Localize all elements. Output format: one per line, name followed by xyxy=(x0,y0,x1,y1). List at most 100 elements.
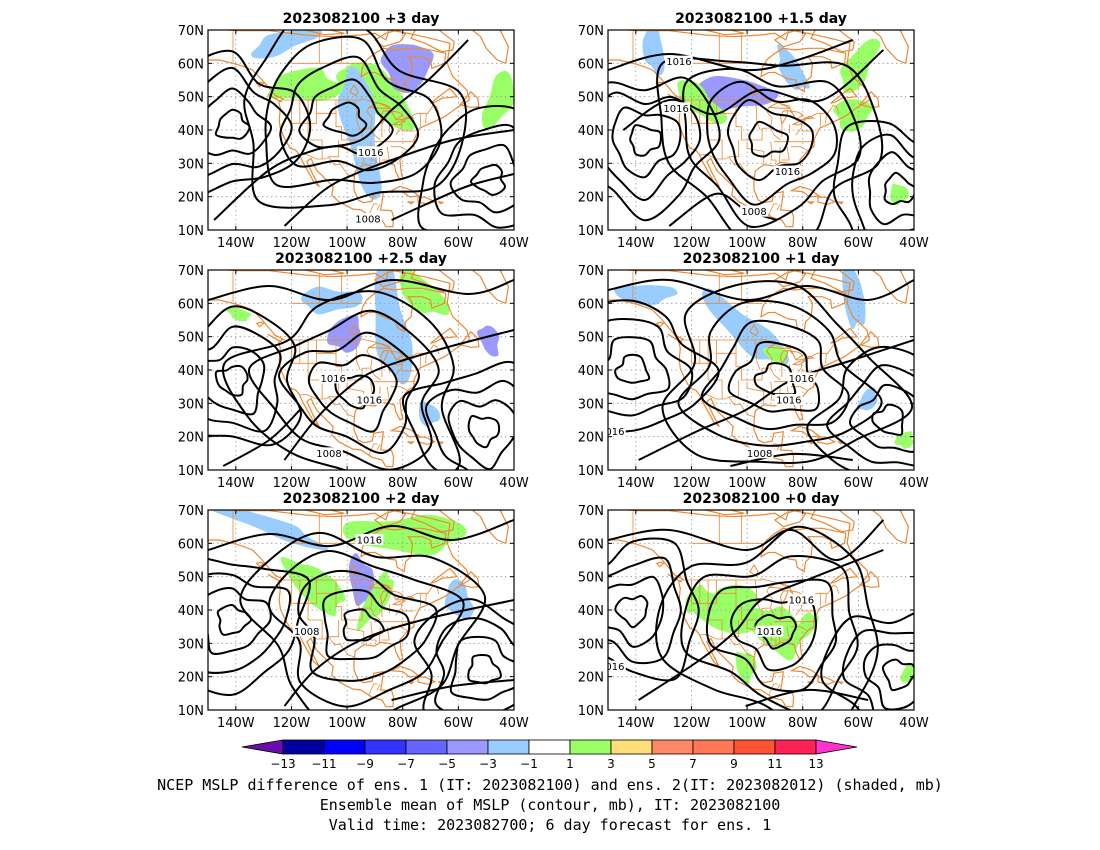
state-border xyxy=(768,203,778,216)
coastline xyxy=(471,510,510,545)
coastline xyxy=(305,270,345,276)
mslp-contour xyxy=(283,329,514,461)
state-border xyxy=(390,386,408,391)
colorbar-label: 11 xyxy=(767,757,782,771)
mslp-contour xyxy=(467,414,501,449)
coastline xyxy=(760,287,847,333)
lon-tick-label: 80W xyxy=(388,236,418,251)
coastline xyxy=(458,90,480,108)
mslp-contour xyxy=(433,123,514,229)
lon-tick-label: 60W xyxy=(844,236,874,251)
state-border xyxy=(754,579,761,611)
state-border xyxy=(819,593,822,607)
mslp-contour xyxy=(680,555,859,710)
lat-tick-label: 60N xyxy=(578,297,604,312)
lat-tick-label: 30N xyxy=(578,397,604,412)
lat-tick-label: 70N xyxy=(578,24,604,39)
coastline xyxy=(807,441,815,445)
lon-tick-label: 140W xyxy=(217,476,255,491)
lat-tick-label: 50N xyxy=(178,571,204,586)
mslp-contour xyxy=(608,336,671,401)
contour-label: 1016 xyxy=(320,374,345,385)
lake-outline xyxy=(803,115,815,120)
lon-tick-label: 40W xyxy=(899,716,929,731)
lon-tick-label: 120W xyxy=(273,236,311,251)
lat-tick-label: 60N xyxy=(178,537,204,552)
colorbar-label: −5 xyxy=(438,757,456,771)
contour-label-background xyxy=(665,55,693,67)
colorbar-swatch xyxy=(282,739,325,755)
colorbar-label: −9 xyxy=(356,757,374,771)
colorbar-label: −3 xyxy=(479,757,497,771)
mslp-contour xyxy=(883,171,914,206)
colorbar-arrow-low xyxy=(241,739,284,755)
lat-tick-label: 70N xyxy=(178,264,204,279)
panel-title: 2023082100 +0 day xyxy=(683,491,840,507)
lake-outline xyxy=(367,102,392,109)
mslp-contour xyxy=(401,360,514,470)
difference-shading xyxy=(342,514,467,556)
contour-label: 1016 xyxy=(757,627,782,638)
state-border xyxy=(354,579,361,611)
contour-label: 1016 xyxy=(357,536,382,547)
contour-label: 1008 xyxy=(747,449,772,460)
colorbar-swatch xyxy=(323,739,366,755)
state-border xyxy=(728,620,740,638)
state-border xyxy=(379,626,381,643)
mslp-contour xyxy=(208,305,302,447)
state-border xyxy=(825,353,827,364)
lat-tick-label: 20N xyxy=(578,431,604,446)
contour-label-background xyxy=(319,372,348,384)
lon-tick-label: 60W xyxy=(444,476,474,491)
coastline xyxy=(705,510,745,516)
lake-outline xyxy=(779,590,790,606)
lat-tick-label: 40N xyxy=(178,364,204,379)
state-border xyxy=(395,363,402,376)
state-border xyxy=(376,683,381,691)
colorbar-label: 9 xyxy=(730,757,738,771)
mslp-contour xyxy=(806,345,914,470)
contour-label: 1008 xyxy=(316,449,341,460)
state-border xyxy=(368,683,378,696)
mslp-contour xyxy=(682,67,862,229)
lat-tick-label: 70N xyxy=(178,24,204,39)
state-border xyxy=(419,593,422,607)
lon-tick-label: 100W xyxy=(728,236,766,251)
lon-tick-label: 80W xyxy=(388,716,418,731)
map-content: 1016 1016 016 xyxy=(608,510,914,710)
mslp-contour xyxy=(391,173,514,221)
contour-label-background xyxy=(787,372,816,384)
state-border xyxy=(376,443,381,451)
mslp-contour xyxy=(208,66,293,176)
lat-tick-label: 30N xyxy=(578,637,604,652)
difference-shading xyxy=(735,651,757,684)
state-border xyxy=(728,380,740,398)
lon-tick-label: 120W xyxy=(273,716,311,731)
coastline xyxy=(655,321,665,328)
state-border xyxy=(368,203,378,216)
lon-tick-label: 40W xyxy=(899,236,929,251)
lat-tick-label: 60N xyxy=(578,57,604,72)
contour-label: 1016 xyxy=(776,396,801,407)
coastline xyxy=(789,425,821,438)
panel-title: 2023082100 +2 day xyxy=(283,491,440,507)
state-border xyxy=(370,621,377,643)
lake-outline xyxy=(367,342,392,349)
coastline xyxy=(773,510,807,528)
lat-tick-label: 10N xyxy=(178,224,204,239)
mslp-contour xyxy=(614,353,651,384)
mslp-contour xyxy=(214,364,249,397)
mslp-contour xyxy=(307,354,398,433)
lat-tick-label: 40N xyxy=(578,364,604,379)
state-border xyxy=(368,443,378,456)
difference-shading xyxy=(280,556,346,617)
lon-tick-label: 100W xyxy=(328,476,366,491)
lat-tick-label: 20N xyxy=(578,671,604,686)
contour-label: 1016 xyxy=(358,148,383,159)
mslp-contour xyxy=(283,599,514,707)
lat-tick-label: 50N xyxy=(578,91,604,106)
coastline xyxy=(430,327,459,344)
lat-tick-label: 10N xyxy=(178,464,204,479)
state-border xyxy=(728,140,740,158)
state-border xyxy=(754,339,761,371)
